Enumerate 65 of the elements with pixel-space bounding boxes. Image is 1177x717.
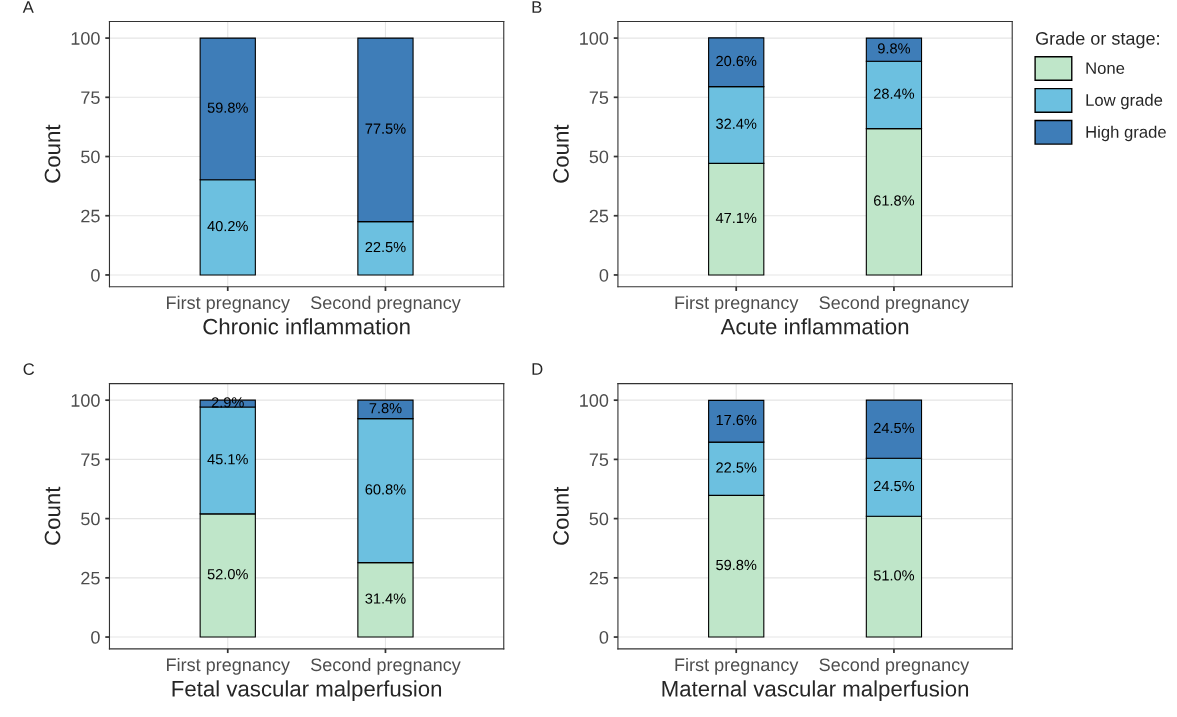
y-tick-label: 25 (81, 571, 100, 585)
y-axis-title: Count (553, 124, 569, 183)
x-tick-label: Second pregnancy (819, 657, 970, 675)
data-label: 77.5% (365, 123, 406, 134)
data-label: 24.5% (873, 480, 915, 492)
y-tick-label: 0 (599, 630, 609, 644)
y-tick-label: 0 (91, 268, 100, 282)
text: A (22, 1, 34, 13)
x-axis-title: Maternal vascular malperfusion (662, 680, 969, 702)
data-label: 47.1% (715, 212, 757, 224)
legend-title: Grade or stage: (1036, 31, 1159, 49)
y-tick-label: 75 (589, 91, 609, 105)
y-tick-label: 0 (599, 268, 609, 282)
text: B (532, 1, 542, 13)
x-tick-label: First pregnancy (675, 295, 799, 313)
x-tick-label: Second pregnancy (311, 295, 461, 313)
data-label: 24.5% (873, 422, 915, 434)
data-label: 32.4% (716, 118, 757, 129)
y-tick-label: 0 (91, 630, 100, 644)
y-tick-label: 75 (589, 453, 609, 467)
data-label: 59.8% (207, 102, 248, 113)
y-tick-label: 50 (81, 512, 100, 526)
x-tick-label: First pregnancy (167, 295, 290, 313)
y-tick-label: 50 (589, 150, 609, 164)
data-label: 52.0% (207, 569, 248, 580)
y-tick-label: 100 (580, 32, 609, 45)
y-tick-label: 50 (81, 150, 100, 164)
data-label: 61.8% (874, 195, 915, 206)
x-tick-label: First pregnancy (675, 657, 799, 675)
data-label: 51.0% (873, 570, 915, 581)
y-axis-title: Count (44, 124, 61, 183)
text: C (23, 363, 35, 375)
y-tick-label: 25 (81, 209, 100, 223)
data-label: 17.6% (716, 414, 757, 426)
y-tick-label: 75 (81, 453, 100, 467)
x-axis-title: Chronic inflammation (203, 318, 410, 335)
data-label: 28.4% (873, 88, 915, 99)
x-tick-label: Second pregnancy (819, 295, 970, 313)
x-tick-label: Second pregnancy (311, 657, 461, 675)
y-tick-label: 100 (71, 394, 100, 407)
x-axis-title: Acute inflammation (720, 318, 909, 335)
legend-label: None (1086, 62, 1125, 75)
x-axis-title: Fetal vascular malperfusion (172, 680, 442, 702)
y-tick-label: 75 (81, 91, 100, 105)
data-label: 45.1% (207, 454, 248, 465)
y-axis-title: Count (44, 486, 61, 545)
y-tick-label: 50 (589, 512, 609, 526)
data-label: 22.5% (716, 462, 757, 473)
y-axis-title: Count (553, 486, 569, 545)
x-tick-label: First pregnancy (167, 657, 290, 675)
text: D (532, 363, 543, 375)
legend-label: High grade (1086, 125, 1166, 142)
y-tick-label: 100 (71, 32, 100, 45)
y-tick-label: 100 (580, 394, 609, 407)
data-label: 22.5% (365, 241, 406, 253)
data-label: 20.6% (716, 55, 757, 67)
data-label: 9.8% (878, 43, 911, 54)
data-label: 7.8% (369, 403, 402, 414)
y-tick-label: 25 (589, 571, 609, 585)
data-label: 60.8% (365, 484, 406, 495)
legend-label: Low grade (1086, 93, 1163, 110)
data-label: 59.8% (716, 559, 757, 571)
y-tick-label: 25 (589, 209, 609, 223)
data-label: 31.4% (365, 593, 406, 604)
data-label: 40.2% (207, 220, 248, 232)
